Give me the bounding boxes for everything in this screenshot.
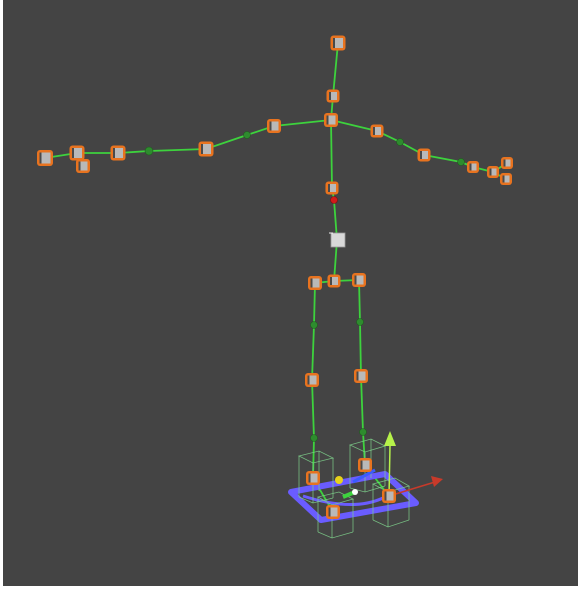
joint-box-icon[interactable] (305, 373, 319, 387)
joint-box-icon[interactable] (417, 148, 431, 162)
joint-box-icon[interactable] (37, 150, 53, 166)
gizmo-z-arrow-icon (352, 468, 376, 484)
gizmo-x-axis (388, 481, 436, 497)
joint-box-icon[interactable] (352, 273, 366, 287)
gizmo-y-axis (388, 445, 391, 497)
joint-box-icon[interactable] (325, 181, 339, 195)
joint-box-icon[interactable] (69, 145, 85, 161)
joint-dots (144, 131, 465, 442)
skeleton-rig[interactable] (3, 0, 578, 586)
joint-boxes[interactable] (37, 35, 513, 520)
joint-box-icon[interactable] (326, 505, 340, 519)
joint-box-icon[interactable] (358, 458, 372, 472)
joint-box-icon[interactable] (324, 113, 338, 127)
bone-left-arm[interactable] (44, 119, 332, 159)
joint-box-icon[interactable] (354, 369, 368, 383)
joint-box-icon[interactable] (198, 141, 214, 157)
joint-box-icon[interactable] (370, 124, 384, 138)
root-bone-icon[interactable] (329, 232, 346, 248)
transform-gizmo[interactable] (335, 431, 443, 499)
joint-box-icon[interactable] (487, 166, 499, 178)
gizmo-y-arrow-icon[interactable] (384, 431, 396, 446)
joint-box-icon[interactable] (382, 489, 396, 503)
joint-box-icon[interactable] (500, 173, 512, 185)
joint-box-icon[interactable] (306, 471, 320, 485)
joint-box-icon[interactable] (330, 35, 346, 51)
joint-box-icon[interactable] (326, 89, 340, 103)
bones (44, 42, 508, 513)
joint-box-icon[interactable] (467, 161, 479, 173)
gizmo-x-arrow-icon[interactable] (431, 476, 443, 487)
joint-box-icon[interactable] (501, 157, 513, 169)
bone-right-arm[interactable] (330, 119, 508, 173)
pivot-point[interactable] (330, 196, 338, 204)
joint-box-icon[interactable] (308, 276, 322, 290)
joint-box-icon[interactable] (76, 159, 90, 173)
joint-box-icon[interactable] (267, 119, 281, 133)
joint-box-icon[interactable] (110, 145, 126, 161)
3d-scene-viewport[interactable] (3, 0, 578, 586)
joint-box-icon[interactable] (327, 274, 341, 288)
gizmo-center-icon[interactable] (335, 476, 343, 484)
